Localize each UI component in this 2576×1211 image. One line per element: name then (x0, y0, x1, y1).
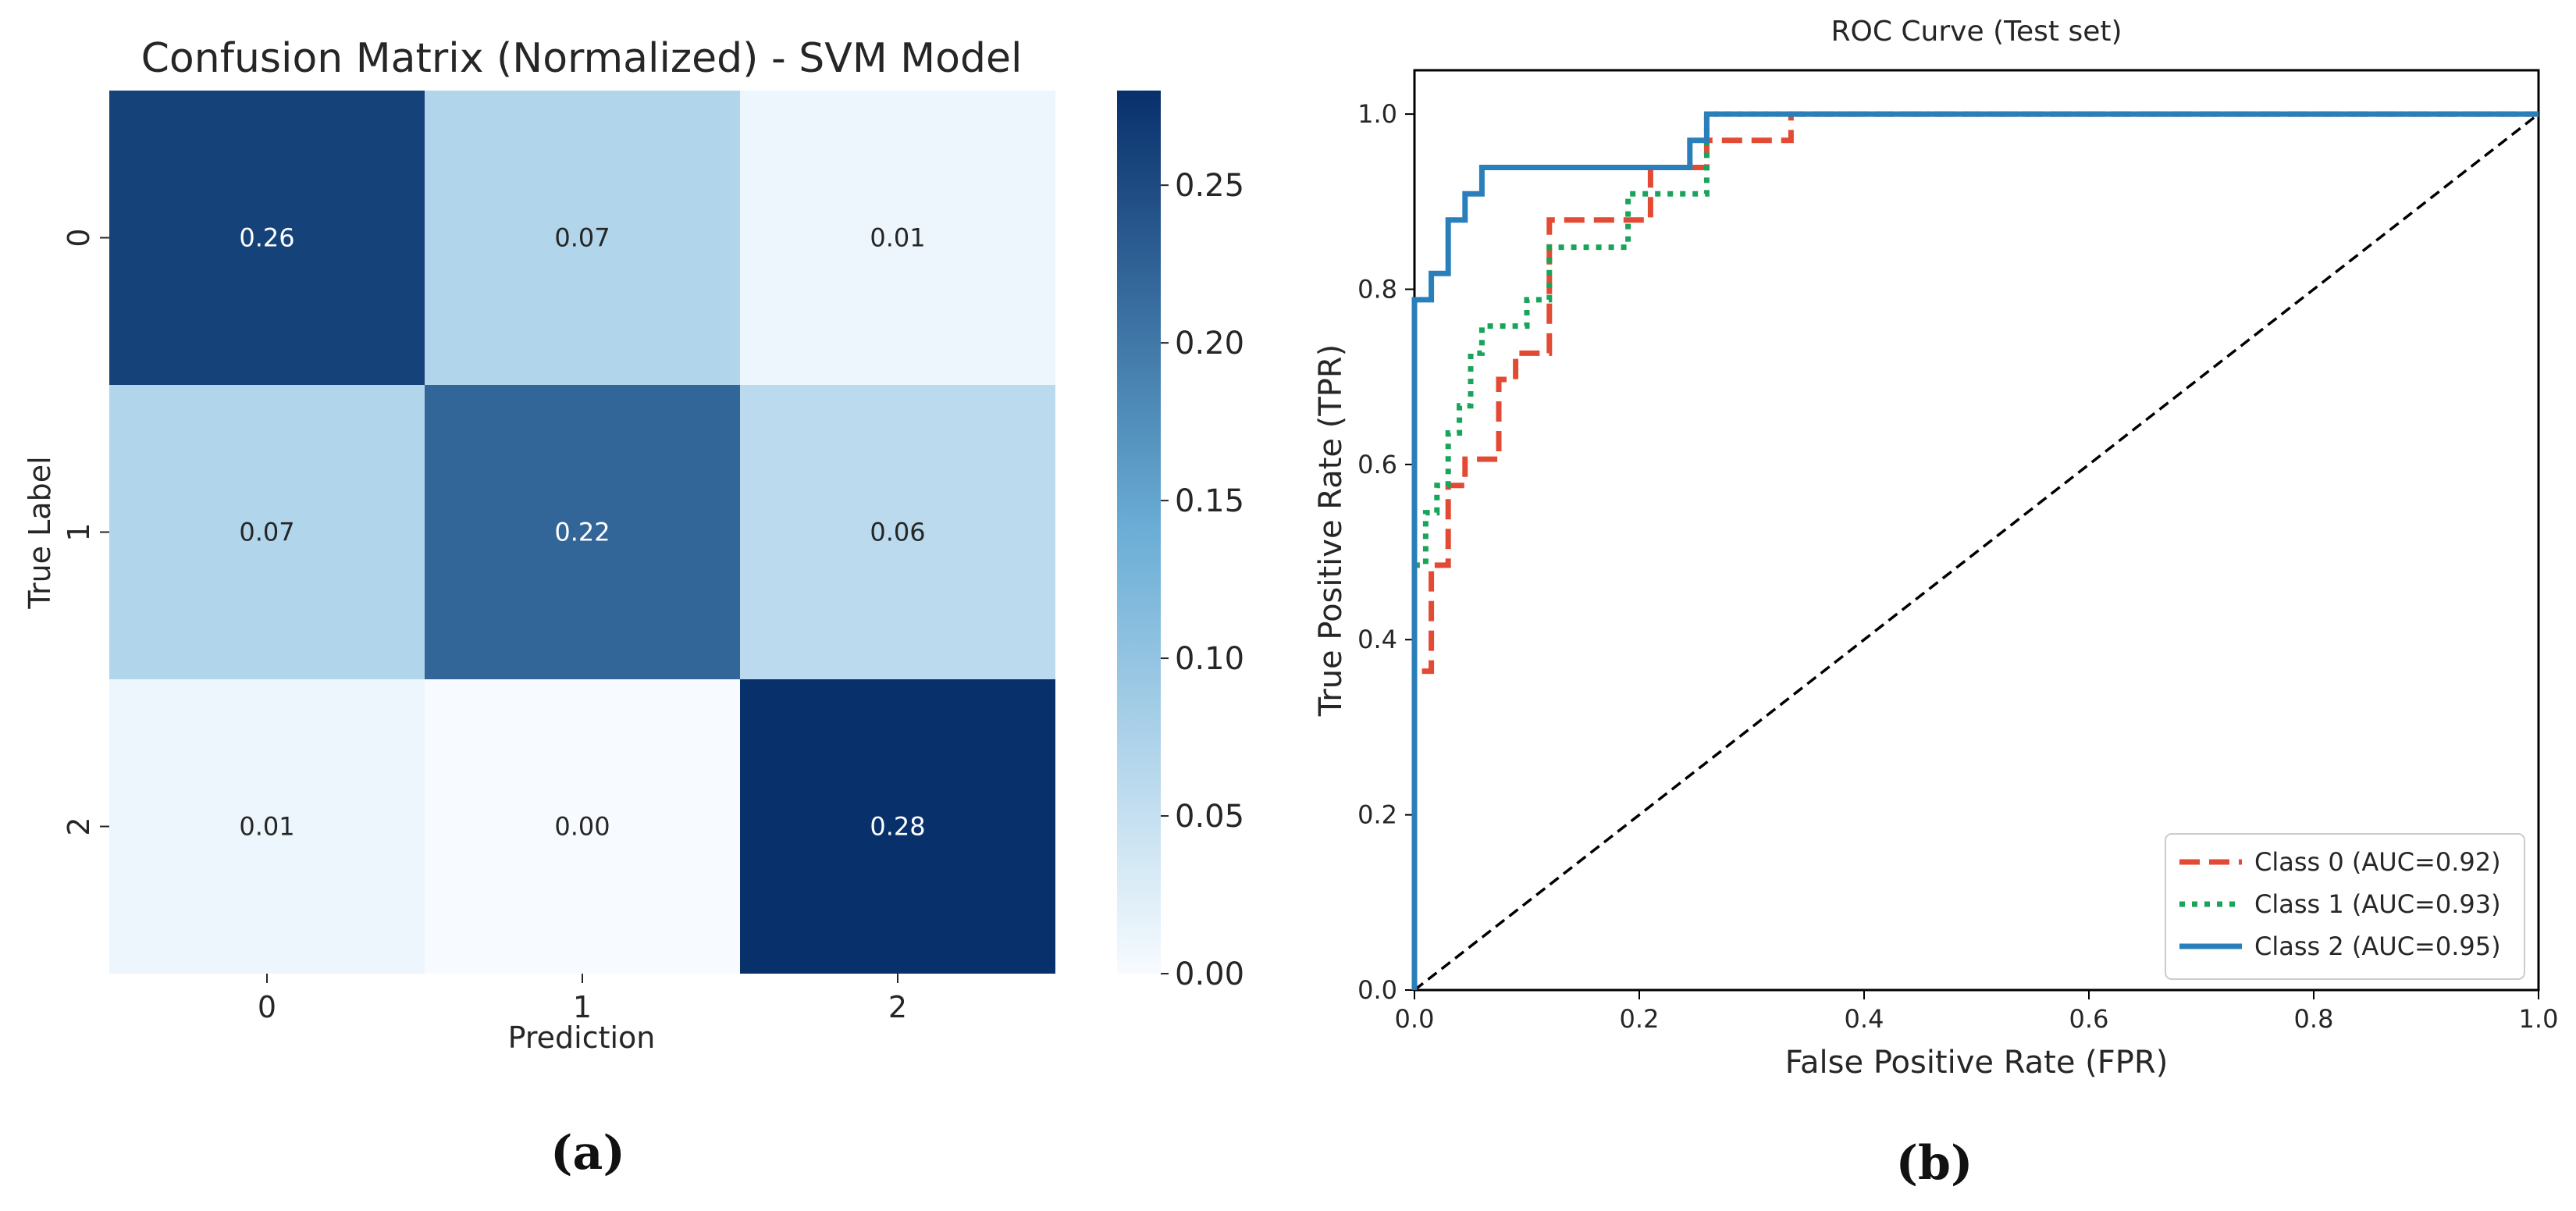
heatmap-cell (109, 679, 425, 974)
heatmap-cell (740, 679, 1055, 974)
roc-series-class-2 (1411, 111, 2539, 990)
roc-y-tick-label: 0.2 (1357, 800, 1397, 830)
x-tick-label: 0 (258, 990, 276, 1024)
y-tick-label: 0 (62, 228, 96, 247)
roc-curve-panel: ROC Curve (Test set) 0.0 0.2 0.4 0.6 0.8 1.00… (1313, 16, 2558, 1191)
roc-x-tick-label: 0.2 (1620, 1004, 1660, 1034)
roc-x-tick-label: 0.6 (2069, 1004, 2109, 1034)
confusion-matrix-cells: 0.26 0.07 0.01 0.07 0.22 0.06 0.01 0.00 0.28 (109, 91, 1055, 974)
roc-y-tick-label: 0.8 (1357, 274, 1397, 304)
chance-diagonal-line (1413, 112, 2540, 992)
roc-x-tick-label: 0.0 (1395, 1004, 1435, 1034)
heatmap-cell (425, 385, 740, 679)
heatmap-cell (109, 385, 425, 679)
heatmap-value-label: 0.06 (870, 518, 925, 547)
roc-x-tick-label: 0.4 (1845, 1004, 1884, 1034)
colorbar-tick-label: 0.10 (1175, 641, 1244, 677)
heatmap-value-label: 0.22 (554, 518, 610, 547)
roc-series-class-0 (1411, 111, 2539, 990)
legend-box (2165, 833, 2525, 980)
heatmap-value-label: 0.00 (554, 812, 610, 842)
colorbar-tick-label: 0.20 (1175, 326, 1244, 362)
colorbar: 0.00 0.05 0.10 0.15 0.20 0.25 (1117, 91, 1244, 992)
heatmap-cell (740, 385, 1055, 679)
roc-lines (1411, 111, 2540, 992)
panel-label-b: (b) (1896, 1136, 1973, 1191)
colorbar-tick-label: 0.05 (1175, 799, 1244, 835)
roc-x-tick-label: 1.0 (2519, 1004, 2559, 1034)
confusion-matrix-y-axis-label: True Label (23, 456, 57, 609)
heatmap-value-label: 0.28 (870, 812, 925, 842)
confusion-matrix-axes: 0 1 2 0 1 2 (62, 228, 907, 1024)
colorbar-tick-label: 0.15 (1175, 483, 1244, 519)
roc-y-tick-label: 1.0 (1357, 99, 1397, 129)
heatmap-cell (740, 91, 1055, 385)
heatmap-value-label: 0.26 (239, 223, 294, 253)
roc-y-tick-label: 0.6 (1357, 450, 1397, 479)
confusion-matrix-x-axis-label: Prediction (508, 1020, 656, 1055)
heatmap-cell (109, 91, 425, 385)
colorbar-tick-label: 0.25 (1175, 168, 1244, 204)
x-tick-label: 2 (888, 990, 907, 1024)
roc-y-tick-label: 0.4 (1357, 625, 1397, 654)
roc-axis-ticks: 0.0 0.2 0.4 0.6 0.8 1.0 0.0 0.2 0.4 0.6 0.8 1.0 (1357, 99, 2558, 1034)
roc-x-axis-label: False Positive Rate (FPR) (1785, 1045, 2169, 1081)
legend-label: Class 1 (AUC=0.93) (2254, 889, 2501, 919)
roc-legend: Class 0 (AUC=0.92) Class 1 (AUC=0.93) Clas… (2165, 833, 2525, 980)
confusion-matrix-panel: Confusion Matrix (Normalized) - SVM Mode… (23, 35, 1244, 1181)
heatmap-value-label: 0.01 (239, 812, 294, 842)
x-tick-label: 1 (573, 990, 592, 1024)
roc-y-tick-label: 0.0 (1357, 975, 1397, 1005)
panel-label-a: (a) (550, 1126, 625, 1181)
heatmap-cell (425, 91, 740, 385)
y-tick-label: 1 (62, 522, 96, 541)
heatmap-cell (425, 679, 740, 974)
roc-title: ROC Curve (Test set) (1831, 16, 2122, 48)
legend-label: Class 0 (AUC=0.92) (2254, 847, 2501, 877)
roc-y-axis-label: True Positive Rate (TPR) (1313, 344, 1349, 718)
roc-x-tick-label: 0.8 (2294, 1004, 2334, 1034)
confusion-matrix-title: Confusion Matrix (Normalized) - SVM Mode… (141, 35, 1023, 82)
heatmap-value-label: 0.01 (870, 223, 925, 253)
legend-label: Class 2 (AUC=0.95) (2254, 931, 2501, 961)
y-tick-label: 2 (62, 817, 96, 835)
colorbar-tick-label: 0.00 (1175, 956, 1244, 992)
heatmap-value-label: 0.07 (239, 518, 294, 547)
colorbar-gradient (1117, 91, 1161, 974)
heatmap-value-label: 0.07 (554, 223, 610, 253)
